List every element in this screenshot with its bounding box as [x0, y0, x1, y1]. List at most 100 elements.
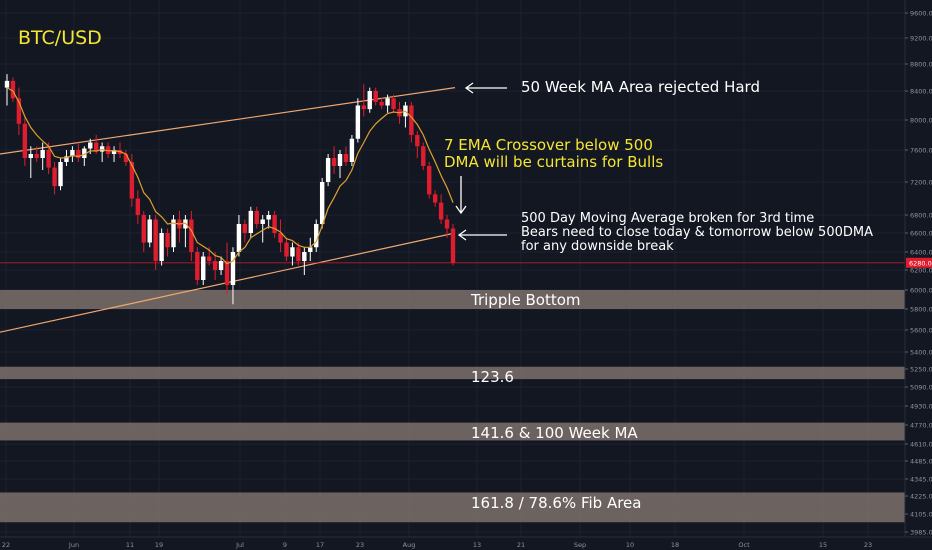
y-tick-label: 4225.00	[910, 493, 932, 501]
x-tick-label: Jun	[68, 541, 79, 549]
candle-body	[206, 256, 212, 261]
arrow-ma50-head	[464, 82, 474, 94]
arrows	[455, 82, 507, 241]
candle-body	[82, 148, 87, 158]
candle-body	[165, 233, 170, 248]
candle-body	[201, 256, 206, 280]
zone-label-141-6: 141.6 & 100 Week MA	[471, 424, 638, 442]
x-tick-label: Jul	[235, 541, 244, 549]
candle-body	[230, 252, 236, 285]
y-tick-label: 4345.00	[910, 476, 932, 484]
candle-body	[260, 219, 265, 224]
candle-body	[361, 105, 366, 110]
y-tick-label: 5600.00	[910, 327, 932, 335]
y-tick-label: 6800.00	[910, 212, 932, 220]
annotation-ema-line1: 7 EMA Crossover below 500	[444, 136, 653, 154]
candle-body	[34, 154, 39, 158]
x-tick-label: 18	[671, 541, 679, 549]
candle-body	[355, 105, 361, 139]
grid	[0, 0, 905, 537]
candle-body	[218, 261, 224, 270]
y-tick-label: 8000.00	[910, 117, 932, 125]
candle-body	[58, 162, 63, 187]
x-tick-label: 23	[356, 541, 364, 549]
candle-body	[135, 198, 141, 215]
candle-body	[248, 210, 254, 233]
candle-body	[337, 154, 343, 166]
x-tick-label: 21	[517, 541, 525, 549]
candle-body	[385, 98, 390, 106]
candle-body	[212, 261, 218, 270]
candle-body	[319, 182, 325, 224]
y-tick-label: 6400.00	[910, 249, 932, 257]
arrow-dma-head	[457, 229, 467, 241]
candle-body	[99, 146, 105, 152]
y-tick-label: 9200.00	[910, 35, 932, 43]
y-tick-label: 5250.00	[910, 366, 932, 374]
y-axis: 9600.00 9200.00 8800.00 8400.00 8000.00 7600.…	[904, 0, 932, 550]
candle-body	[331, 158, 337, 166]
y-tick-label: 4105.00	[910, 511, 932, 519]
candle-body	[444, 219, 450, 229]
candle-body	[171, 219, 176, 248]
candle-body	[391, 98, 396, 110]
candle-body	[76, 150, 81, 158]
candle-body	[302, 252, 307, 261]
candle-body	[4, 80, 10, 88]
candle-body	[290, 247, 295, 257]
candle-body	[308, 247, 313, 252]
y-tick-label: 4485.00	[910, 458, 932, 466]
candle-body	[189, 219, 194, 252]
y-tick-label: 7600.00	[910, 147, 932, 155]
y-tick-label: 4770.00	[910, 422, 932, 430]
y-tick-label: 8800.00	[910, 61, 932, 69]
candle-body	[314, 224, 319, 248]
x-tick-label: 17	[316, 541, 324, 549]
zone-band	[0, 422, 905, 441]
candle-body	[427, 166, 432, 195]
current-price-badge	[906, 257, 932, 268]
candle-body	[278, 233, 283, 243]
candle-body	[159, 233, 164, 261]
x-tick-label: Oct	[738, 541, 750, 549]
x-tick-label: 9	[283, 541, 287, 549]
candle-body	[22, 123, 28, 158]
x-tick-label: Sep	[574, 541, 586, 549]
candle-body	[70, 150, 75, 157]
candle-body	[266, 215, 271, 220]
candle-body	[373, 91, 378, 102]
annotation-ma50: 50 Week MA Area rejected Hard	[521, 78, 760, 96]
y-tick-label: 6200.00	[910, 267, 932, 275]
candle-body	[10, 80, 16, 99]
candle-body	[379, 101, 384, 106]
zone-label-123-6: 123.6	[471, 368, 514, 386]
annotation-dma-line2: Bears need to close today & tomorrow bel…	[521, 225, 873, 240]
x-axis: 22 Jun 11 19 Jul 9 17 23 Aug 13 21 Sep 10 18 Oct 15 23	[0, 536, 932, 550]
candle-body	[296, 247, 301, 261]
ema-7-line	[6, 87, 454, 265]
x-tick-label: 22	[2, 541, 10, 549]
candle-body	[224, 261, 230, 285]
candle-body	[64, 156, 69, 162]
y-axis-bg	[905, 0, 932, 550]
candle-body	[28, 154, 33, 158]
candle-body	[123, 154, 129, 162]
annotation-ema-line2: DMA will be curtains for Bulls	[444, 153, 664, 171]
zones	[0, 290, 905, 523]
y-tick-label: 4610.00	[910, 441, 932, 449]
y-tick-label: 3985.00	[910, 529, 932, 537]
candle-body	[236, 224, 242, 252]
y-tick-label: 6000.00	[910, 287, 932, 295]
y-tick-label: 9600.00	[910, 10, 932, 18]
zone-band	[0, 492, 905, 523]
candle-body	[349, 138, 355, 162]
ma-50-week-line	[0, 87, 456, 155]
candle-body	[415, 135, 420, 147]
y-tick-label: 7200.00	[910, 179, 932, 187]
annotation-dma-line1: 500 Day Moving Average broken for 3rd ti…	[521, 211, 815, 226]
x-axis-bg	[0, 537, 932, 550]
candle-body	[421, 146, 426, 166]
candle-body	[438, 202, 444, 220]
